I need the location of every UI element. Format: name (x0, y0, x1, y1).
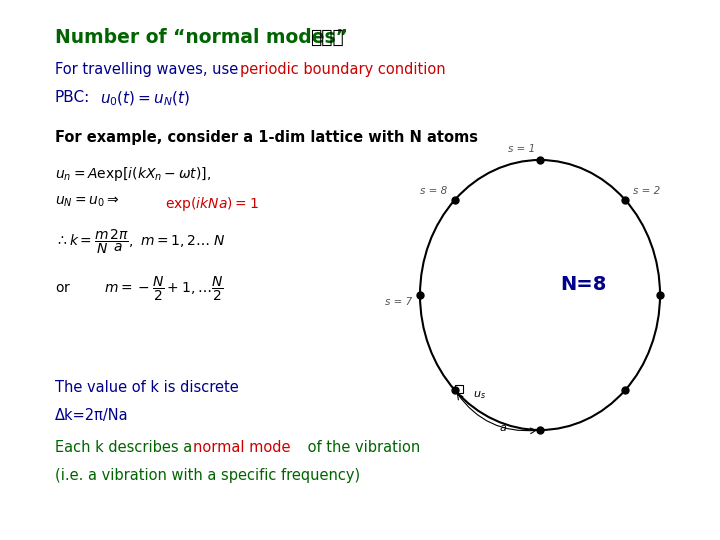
Text: The value of k is discrete: The value of k is discrete (55, 380, 239, 395)
Text: 簡正模: 簡正模 (310, 28, 343, 47)
Text: s = 1: s = 1 (508, 144, 536, 154)
Text: $u_s$: $u_s$ (473, 389, 486, 401)
Text: periodic boundary condition: periodic boundary condition (240, 62, 446, 77)
Text: (i.e. a vibration with a specific frequency): (i.e. a vibration with a specific freque… (55, 468, 360, 483)
Text: s = 2: s = 2 (633, 186, 660, 195)
Text: normal mode: normal mode (193, 440, 290, 455)
Text: or        $m = -\dfrac{N}{2}+1, \ldots\dfrac{N}{2}$: or $m = -\dfrac{N}{2}+1, \ldots\dfrac{N}… (55, 275, 223, 303)
Text: s = 8: s = 8 (420, 186, 447, 195)
Text: For example, consider a 1-dim lattice with N atoms: For example, consider a 1-dim lattice wi… (55, 130, 478, 145)
Text: Δk=2π/Na: Δk=2π/Na (55, 408, 129, 423)
Text: $u_N = u_0 \Rightarrow$: $u_N = u_0 \Rightarrow$ (55, 195, 120, 210)
Text: $\therefore k = \dfrac{m}{N}\dfrac{2\pi}{a},\ m = 1,2\ldots\ N$: $\therefore k = \dfrac{m}{N}\dfrac{2\pi}… (55, 228, 226, 256)
Text: a: a (499, 423, 506, 433)
Text: of the vibration: of the vibration (303, 440, 420, 455)
Bar (455, 386, 463, 394)
Text: $u_0(t) = u_N(t)$: $u_0(t) = u_N(t)$ (100, 90, 190, 109)
Text: Each k describes a: Each k describes a (55, 440, 197, 455)
Text: For travelling waves, use: For travelling waves, use (55, 62, 243, 77)
Text: $\exp(ikNa) = 1$: $\exp(ikNa) = 1$ (165, 195, 258, 213)
Text: N=8: N=8 (560, 275, 606, 294)
Text: PBC:: PBC: (55, 90, 90, 105)
Text: s = 7: s = 7 (384, 297, 412, 307)
Text: Number of “normal modes”: Number of “normal modes” (55, 28, 348, 47)
Text: $u_n = A\exp[i(kX_n - \omega t)],$: $u_n = A\exp[i(kX_n - \omega t)],$ (55, 165, 211, 183)
